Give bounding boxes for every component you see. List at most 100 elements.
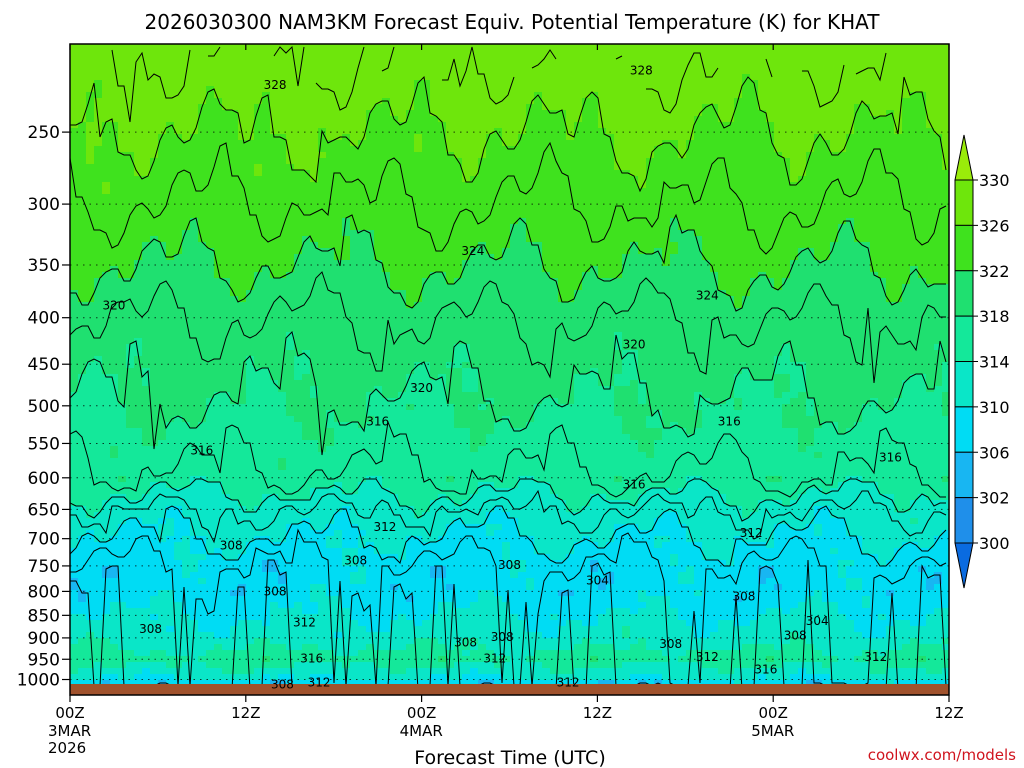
field-cell [254, 80, 263, 87]
field-cell [246, 614, 255, 621]
field-cell [150, 596, 159, 603]
field-cell [78, 674, 87, 681]
field-cell [294, 338, 303, 345]
field-cell [142, 584, 151, 591]
field-cell [134, 80, 143, 87]
field-cell [430, 236, 439, 243]
field-cell [238, 650, 247, 657]
field-cell [414, 182, 423, 189]
field-cell [222, 284, 231, 291]
field-cell [182, 332, 191, 339]
field-cell [254, 152, 263, 159]
field-cell [390, 524, 399, 531]
field-cell [86, 392, 95, 399]
field-cell [126, 290, 135, 297]
field-cell [278, 518, 287, 525]
field-cell [294, 650, 303, 657]
field-cell [118, 626, 127, 633]
field-cell [270, 368, 279, 375]
field-cell [302, 80, 311, 87]
field-cell [110, 404, 119, 411]
field-cell [246, 554, 255, 561]
field-cell [246, 68, 255, 75]
field-cell [246, 230, 255, 237]
field-cell [350, 572, 359, 579]
field-cell [326, 92, 335, 99]
field-cell [262, 278, 271, 285]
field-cell [342, 518, 351, 525]
field-cell [86, 98, 95, 105]
field-cell [86, 182, 95, 189]
field-cell [262, 518, 271, 525]
field-cell [406, 86, 415, 93]
field-cell [430, 224, 439, 231]
field-cell [230, 308, 239, 315]
field-cell [110, 326, 119, 333]
field-cell [150, 242, 159, 249]
field-cell [246, 236, 255, 243]
field-cell [102, 380, 111, 387]
field-cell [94, 554, 103, 561]
field-cell [326, 44, 335, 51]
field-cell [222, 98, 231, 105]
field-cell [430, 404, 439, 411]
field-cell [350, 410, 359, 417]
field-cell [414, 386, 423, 393]
field-cell [326, 524, 335, 531]
field-cell [134, 464, 143, 471]
field-cell [358, 506, 367, 513]
field-cell [254, 650, 263, 657]
field-cell [238, 386, 247, 393]
field-cell [310, 470, 319, 477]
field-cell [278, 110, 287, 117]
field-cell [126, 272, 135, 279]
field-cell [318, 242, 327, 249]
field-cell [190, 68, 199, 75]
field-cell [326, 266, 335, 273]
field-cell [398, 638, 407, 645]
field-cell [422, 620, 431, 627]
field-cell [86, 500, 95, 507]
field-cell [270, 140, 279, 147]
field-cell [430, 254, 439, 261]
field-cell [110, 296, 119, 303]
field-cell [78, 530, 87, 537]
field-cell [374, 530, 383, 537]
field-cell [422, 104, 431, 111]
field-cell [374, 86, 383, 93]
field-cell [214, 242, 223, 249]
field-cell [334, 386, 343, 393]
field-cell [358, 62, 367, 69]
field-cell [182, 368, 191, 375]
field-cell [430, 374, 439, 381]
field-cell [342, 482, 351, 489]
field-cell [398, 614, 407, 621]
field-cell [94, 62, 103, 69]
field-cell [126, 452, 135, 459]
field-cell [342, 458, 351, 465]
field-cell [86, 86, 95, 93]
field-cell [182, 188, 191, 195]
field-cell [406, 146, 415, 153]
field-cell [270, 596, 279, 603]
field-cell [318, 80, 327, 87]
field-cell [70, 212, 79, 219]
field-cell [174, 146, 183, 153]
field-cell [278, 416, 287, 423]
field-cell [254, 410, 263, 417]
field-cell [334, 428, 343, 435]
field-cell [270, 572, 279, 579]
field-cell [198, 446, 207, 453]
field-cell [70, 110, 79, 117]
field-cell [390, 236, 399, 243]
field-cell [142, 392, 151, 399]
field-cell [126, 248, 135, 255]
field-cell [246, 44, 255, 51]
field-cell [430, 176, 439, 183]
field-cell [358, 134, 367, 141]
field-cell [374, 590, 383, 597]
field-cell [262, 68, 271, 75]
field-cell [406, 506, 415, 513]
field-cell [390, 404, 399, 411]
field-cell [70, 320, 79, 327]
